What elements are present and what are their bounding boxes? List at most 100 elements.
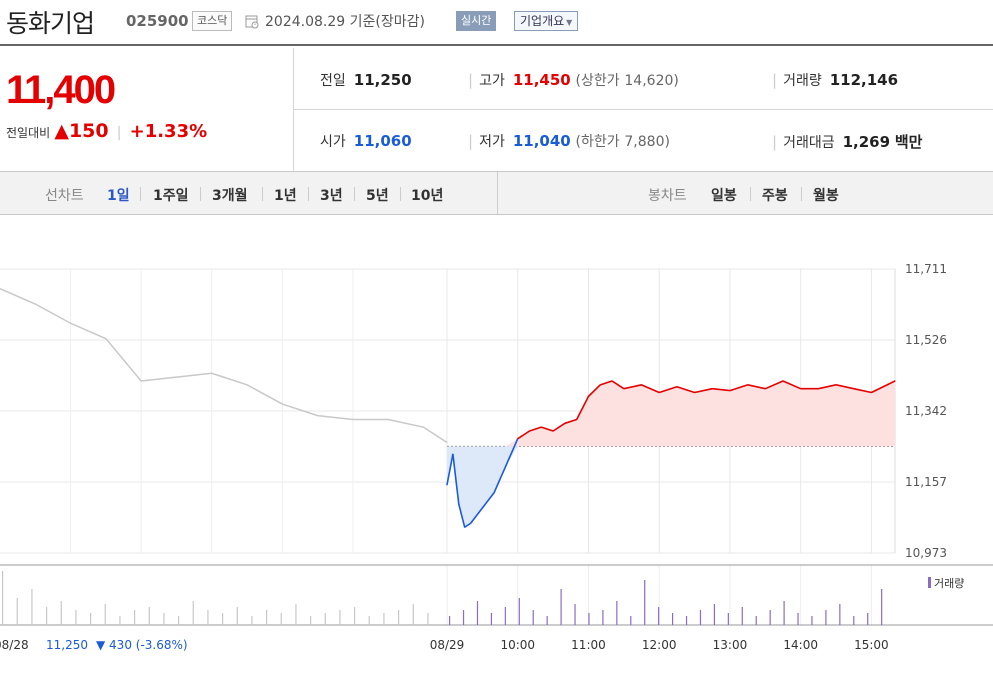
data-point: [528, 430, 531, 432]
tab-weekly[interactable]: 주봉: [762, 188, 788, 204]
series-segment-08-29: [871, 380, 896, 394]
data-point: [458, 503, 460, 505]
volume-bar: [207, 610, 209, 625]
data-point: [211, 372, 213, 374]
price-summary: 11,400 전일대비 ▲150 | +1.33% 전일 11,250 | 고가 11…: [0, 48, 993, 171]
stat-prev-close: 전일 11,250: [320, 71, 412, 89]
volume-bar: [251, 616, 253, 625]
series-segment-08-29: [641, 384, 660, 394]
y-tick-label: 11,526: [905, 333, 947, 347]
tab-1y[interactable]: 1년: [274, 188, 297, 204]
data-point: [782, 380, 784, 382]
volume-bar: [504, 607, 506, 625]
data-point: [894, 380, 896, 382]
tab-1d[interactable]: 1일: [107, 188, 130, 204]
data-point: [246, 384, 248, 386]
volume-bar: [324, 613, 326, 625]
company-overview-dropdown[interactable]: 기업개요 ▼: [514, 11, 579, 31]
volume-bar: [119, 616, 121, 625]
series-segment-08-29: [493, 465, 507, 493]
volume-bar: [339, 610, 341, 625]
series-segment-08-29: [782, 380, 802, 390]
data-point: [853, 388, 855, 390]
data-point: [517, 438, 519, 440]
tab-5y[interactable]: 5년: [366, 188, 389, 204]
intraday-chart[interactable]: 11,711 11,526 11,342 11,157 10,973 08/29 10:0…: [0, 215, 993, 683]
series-segment-08-29: [458, 503, 466, 528]
series-segment-08-29: [564, 418, 577, 425]
tab-monthly[interactable]: 월봉: [813, 188, 839, 204]
series-segment-08-29: [552, 422, 566, 432]
tab-3y[interactable]: 3년: [320, 188, 343, 204]
series-segment-08-29: [529, 426, 542, 432]
series-segment-08-29: [694, 387, 713, 394]
tab-1w[interactable]: 1주일: [153, 188, 189, 204]
volume-bar: [178, 616, 180, 625]
data-point: [452, 453, 454, 455]
series-segment-08-29: [587, 384, 601, 397]
series-segment-08-29: [853, 387, 872, 394]
volume-legend-label: 거래량: [934, 577, 964, 590]
series-segment-08-29: [469, 507, 484, 524]
market-badge: 코스닥: [192, 11, 233, 31]
volume-bar: [602, 610, 604, 625]
volume-bar: [685, 616, 688, 625]
tab-daily[interactable]: 일봉: [711, 188, 737, 204]
volume-bar: [354, 607, 356, 625]
data-point: [34, 303, 36, 305]
volume-bar: [727, 613, 729, 625]
volume-bar: [811, 616, 813, 625]
series-segment-08-29: [464, 522, 472, 528]
data-point: [835, 384, 837, 386]
data-point: [747, 384, 749, 386]
y-tick-label: 11,342: [905, 404, 947, 418]
volume-bar: [295, 604, 297, 625]
data-point: [281, 403, 283, 405]
volume-bar: [588, 613, 590, 625]
volume-bar: [90, 613, 92, 625]
volume-bar: [713, 604, 716, 625]
data-point: [658, 391, 660, 394]
volume-bar: [2, 571, 4, 625]
series-segment-08-29: [452, 454, 460, 505]
series-segment-08-29: [575, 396, 590, 420]
tab-10y[interactable]: 10년: [411, 188, 444, 204]
x-tick-label: 15:00: [854, 638, 889, 652]
volume-bar: [797, 613, 799, 625]
series-segment-08-29: [818, 384, 837, 390]
volume-bar: [644, 580, 646, 625]
x-tick-label: 11:00: [571, 638, 606, 652]
series-segment-08-29: [505, 438, 519, 466]
volume-bar: [236, 607, 238, 625]
tab-3m[interactable]: 3개월: [212, 188, 248, 204]
volume-bar: [104, 604, 106, 625]
volume-bar: [16, 598, 18, 625]
volume-bar: [368, 616, 370, 625]
realtime-button[interactable]: 실시간: [456, 11, 497, 31]
volume-bar: [427, 613, 429, 625]
data-point: [505, 465, 507, 467]
date-basis: 2024.08.29 기준(장마감): [265, 14, 425, 30]
y-tick-label: 11,157: [905, 475, 947, 489]
data-point: [729, 390, 731, 392]
series-segment-08-29: [712, 387, 731, 392]
x-tick-label: 14:00: [783, 638, 818, 652]
volume-bar: [783, 601, 785, 625]
series-segment-08-29: [747, 384, 766, 390]
calendar-icon: [245, 15, 259, 29]
data-point: [469, 522, 472, 524]
price-change: 전일대비 ▲150 | +1.33%: [6, 120, 208, 142]
x-tick-label: 12:00: [642, 638, 677, 652]
series-line-08-28: [0, 287, 448, 444]
volume-bar: [630, 616, 632, 625]
data-point: [623, 388, 625, 390]
volume-bar: [755, 616, 757, 625]
data-point: [552, 430, 554, 432]
data-point: [800, 388, 802, 390]
data-point: [711, 388, 713, 390]
volume-bar: [616, 601, 618, 625]
volume-bar: [148, 607, 150, 625]
data-point: [0, 288, 1, 290]
volume-bar: [383, 613, 385, 625]
volume-bar: [741, 607, 743, 625]
